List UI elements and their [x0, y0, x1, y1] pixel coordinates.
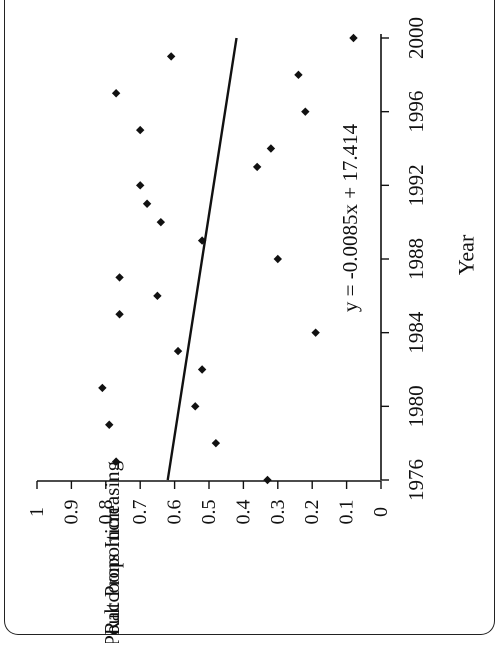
data-point [153, 291, 162, 301]
data-points [98, 33, 358, 485]
year-tick-label: 1980 [404, 385, 428, 427]
year-tick-label: 2000 [404, 17, 428, 59]
regression-line [166, 37, 238, 481]
proportion-tick-label: 0.9 [60, 500, 82, 525]
data-point [98, 383, 107, 393]
data-point [111, 89, 121, 98]
year-tick-label: 1992 [404, 164, 428, 206]
data-point [136, 125, 145, 135]
y-axis-label-line-1: Poult Proportion [100, 507, 124, 643]
data-point [115, 310, 124, 319]
regression-equation: y = -0.0085x + 17.414 [338, 123, 362, 312]
data-point [273, 254, 282, 264]
data-point [191, 402, 200, 411]
axes: 1976 1980 1984 1988 1992 1996 2000 0 0.1 0.2 0.3 0.… [26, 17, 428, 525]
data-point [197, 236, 207, 245]
year-tick-label: 1996 [404, 91, 428, 133]
trendline-layer [166, 37, 238, 481]
data-point [173, 346, 183, 356]
data-point [263, 475, 272, 485]
proportion-tick-label: 0 [370, 507, 392, 517]
data-point [311, 328, 320, 337]
proportion-tick-label: 0.5 [198, 500, 220, 525]
data-point [166, 52, 176, 61]
data-point [294, 70, 303, 80]
data-point [115, 273, 124, 282]
x-axis-label: Year [454, 234, 479, 275]
proportion-tick-label: 0.7 [129, 500, 151, 525]
year-tick-label: 1976 [404, 459, 428, 501]
page-border [4, 0, 495, 635]
data-point [197, 365, 207, 374]
data-point [211, 438, 221, 448]
data-point [301, 107, 310, 116]
data-point [349, 33, 358, 43]
data-point [136, 181, 145, 190]
proportion-tick-label: 0.8 [95, 500, 117, 525]
proportion-tick-label: 0.2 [301, 500, 323, 525]
proportion-tick-label: 0.4 [232, 500, 254, 525]
y-axis-label-line-2: Raccoons Increasing [100, 460, 124, 635]
chart-labels: y = -0.0085x + 17.414 Year Poult Proport… [100, 123, 479, 646]
proportion-tick-label: 0.3 [267, 500, 289, 525]
data-point [142, 199, 152, 208]
proportion-tick-label: 0.1 [336, 500, 358, 525]
proportion-tick-label: 0.6 [164, 500, 186, 525]
year-tick-label: 1984 [404, 311, 428, 354]
year-tick-label: 1988 [404, 238, 428, 280]
proportion-tick-label: 1 [26, 507, 48, 517]
data-point [111, 457, 121, 466]
data-point [266, 144, 276, 153]
data-point [252, 162, 262, 172]
data-point [105, 420, 114, 429]
data-point [156, 217, 166, 227]
